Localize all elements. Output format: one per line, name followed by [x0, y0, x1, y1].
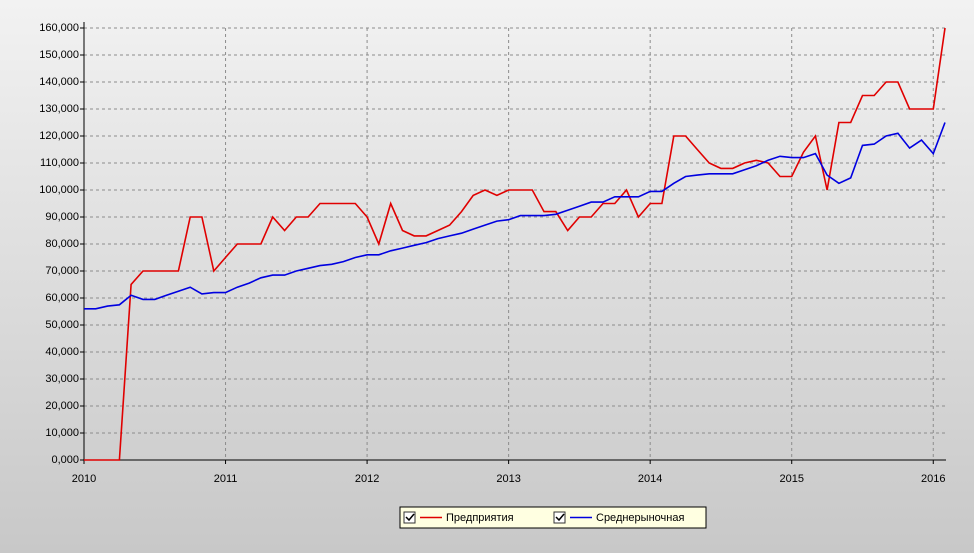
y-tick-label: 80,000 — [45, 238, 79, 250]
x-tick-label: 2014 — [638, 473, 662, 485]
y-tick-label: 20,000 — [45, 400, 79, 412]
y-tick-label: 50,000 — [45, 319, 79, 331]
series-line — [84, 27, 946, 461]
y-tick-label: 10,000 — [45, 427, 79, 439]
x-tick-label: 2013 — [496, 473, 520, 485]
legend-box — [399, 506, 707, 529]
y-tick-label: 150,000 — [39, 49, 79, 61]
x-tick-label: 2016 — [921, 473, 945, 485]
series-line — [84, 122, 946, 310]
y-tick-label: 30,000 — [45, 373, 79, 385]
legend-checkmark — [405, 513, 415, 522]
y-tick-label: 70,000 — [45, 265, 79, 277]
legend-label: Предприятия — [446, 512, 514, 524]
y-tick-label: 140,000 — [39, 76, 79, 88]
x-tick-label: 2010 — [72, 473, 96, 485]
x-tick-label: 2012 — [355, 473, 379, 485]
x-tick-label: 2011 — [214, 473, 238, 485]
y-tick-label: 100,000 — [39, 184, 79, 196]
legend-checkbox[interactable] — [403, 511, 416, 524]
y-tick-label: 120,000 — [39, 130, 79, 142]
y-tick-label: 0,000 — [51, 454, 79, 466]
x-tick-label: 2015 — [779, 473, 803, 485]
y-tick-label: 110,000 — [40, 157, 79, 169]
y-tick-label: 130,000 — [39, 103, 79, 115]
y-tick-label: 90,000 — [45, 211, 79, 223]
y-tick-label: 60,000 — [45, 292, 79, 304]
y-tick-label: 160,000 — [39, 22, 79, 34]
y-tick-label: 40,000 — [45, 346, 79, 358]
legend-label: Среднерыночная — [596, 512, 684, 524]
legend-checkmark — [555, 513, 565, 522]
legend-checkbox[interactable] — [553, 511, 566, 524]
legend: Предприятия Среднерыночная — [399, 506, 707, 529]
